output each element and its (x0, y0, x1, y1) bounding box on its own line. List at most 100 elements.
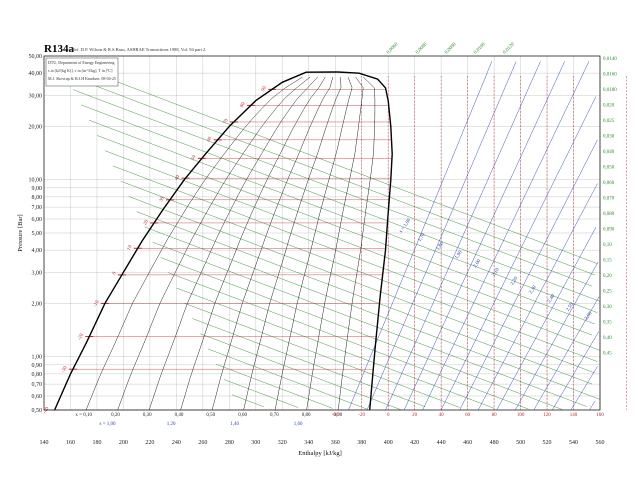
quality-line (337, 76, 376, 411)
specific-volume-line (136, 211, 593, 385)
specific-volume-line (128, 196, 595, 374)
x-tick-label: 380 (357, 440, 366, 446)
specific-volume-line (88, 119, 598, 313)
plot-frame (43, 55, 601, 411)
x-tick-label: 180 (92, 440, 101, 446)
specific-volume-line (81, 104, 601, 302)
entropy-line (515, 261, 599, 411)
entropy-line (459, 139, 598, 411)
specific-volume-label-right: 0,040 (603, 150, 615, 155)
specific-volume-line (160, 257, 563, 411)
y-tick-label: 7,00 (32, 205, 43, 211)
y-tick-label: 0,80 (32, 372, 43, 378)
tick-layer: 140 160 180 200 220 240 260 280 300 320 340 360 380 4… (29, 54, 605, 446)
temperature-label-bottom: 120 (543, 413, 551, 418)
y-tick-label: 8,00 (32, 195, 43, 201)
quality-label: 0,60 (238, 413, 247, 418)
y-tick-label: 10,00 (29, 178, 43, 184)
specific-volume-label-right: 0,20 (603, 274, 612, 279)
entropy-line (570, 366, 598, 411)
entropy-label-vapor: 2,20 (510, 276, 519, 286)
entropy-label-vapor: 2,10 (492, 267, 501, 277)
temperature-label-bottom: 140 (570, 413, 578, 418)
entropy-line (385, 61, 541, 411)
specific-volume-line (57, 58, 598, 264)
y-tick-label: 50,00 (29, 54, 43, 60)
x-tick-label: 500 (516, 440, 525, 446)
quality-line (243, 76, 342, 411)
entropy-line (348, 61, 493, 411)
x-tick-label: 200 (119, 440, 128, 446)
specific-volume-label-right: 0,0160 (603, 73, 617, 78)
specific-volume-label-right: 0,020 (603, 104, 615, 109)
x-tick-label: 480 (490, 440, 499, 446)
specific-volume-label-right: 0,0180 (603, 88, 617, 93)
x-tick-label: 220 (145, 440, 154, 446)
saturated-vapor-line (337, 71, 393, 411)
quality-line (274, 76, 353, 411)
x-tick-label: 560 (596, 440, 605, 446)
entropy-bottom-label: 1,60 (294, 422, 303, 427)
quality-label: 0,50 (206, 413, 215, 418)
credits-box (45, 57, 119, 87)
specific-volume-label-right: 0,30 (603, 305, 612, 310)
y-axis-label: Pressure [Bar] (17, 214, 24, 251)
chart-reference: Ref. D.P. Wilson & R.S.Basu, ASHRAE Tran… (72, 47, 206, 53)
specific-volume-label-right: 0,030 (603, 135, 615, 140)
x-tick-label: 160 (66, 440, 75, 446)
specific-volume-label-right: 0,25 (603, 290, 612, 295)
specific-volume-line (104, 150, 593, 336)
y-tick-label: 1,00 (32, 355, 43, 361)
x-tick-label: 300 (251, 440, 260, 446)
x-tick-label: 240 (172, 440, 181, 446)
quality-line (117, 76, 311, 411)
x-axis-label: Enthalpy [kJ/kg] (298, 450, 342, 457)
quality-line (306, 76, 364, 411)
y-tick-label: 5,00 (32, 231, 43, 237)
entropy-label-vapor: 2,60 (584, 311, 593, 321)
chart-title: R134a (44, 43, 74, 55)
y-tick-label: 0,90 (32, 363, 43, 369)
quality-label: x = 0,10 (75, 413, 92, 418)
specific-volume-label-right: 0,0140 (603, 57, 617, 62)
entropy-bottom-label: s = 1,00 (100, 422, 117, 427)
specific-volume-label-right: 0,050 (603, 166, 615, 171)
quality-label: 0,70 (270, 413, 279, 418)
temperature-label-liquid: 20 (143, 219, 150, 226)
temperature-label-liquid: 10 (127, 244, 134, 251)
specific-volume-line (223, 379, 299, 408)
specific-volume-line (96, 135, 595, 325)
specific-volume-line (168, 272, 529, 410)
entropy-line (552, 331, 599, 411)
entropy-bottom-label: 1,40 (230, 422, 239, 427)
quality-label: 0,80 (302, 413, 311, 418)
quality-label: 0,40 (175, 413, 184, 418)
specific-volume-line (200, 333, 402, 411)
credit-line-2: s in [kJ/(kg K)], v in [m^3/kg], T in [º… (48, 68, 113, 74)
specific-volume-label-right: 0,060 (603, 181, 615, 186)
x-tick-label: 540 (569, 440, 578, 446)
saturated-liquid-line (53, 71, 338, 411)
y-tick-label: 9,00 (32, 186, 43, 192)
temperature-label-bottom: -40 (332, 413, 339, 418)
temperature-label-liquid: 0 (112, 271, 118, 276)
entropy-line (422, 61, 590, 411)
y-tick-label: 40,00 (29, 71, 43, 77)
x-tick-label: 400 (384, 440, 393, 446)
temperature-label-liquid: 50 (191, 154, 198, 161)
specific-volume-label-right: 0,35 (603, 321, 612, 326)
x-tick-label: 520 (543, 440, 552, 446)
specific-volume-line (144, 226, 601, 400)
temperature-label-liquid: 70 (223, 118, 230, 125)
specific-volume-label-right: 0,45 (603, 352, 612, 357)
y-tick-label: 30,00 (29, 93, 43, 99)
entropy-label-vapor: 2,40 (547, 293, 556, 303)
specific-volume-line (192, 318, 426, 407)
x-tick-label: 420 (410, 440, 419, 446)
entropy-line (366, 61, 517, 411)
y-tick-label: 6,00 (32, 217, 43, 223)
quality-label: 0,90 (334, 413, 343, 418)
quality-layer (85, 76, 376, 411)
